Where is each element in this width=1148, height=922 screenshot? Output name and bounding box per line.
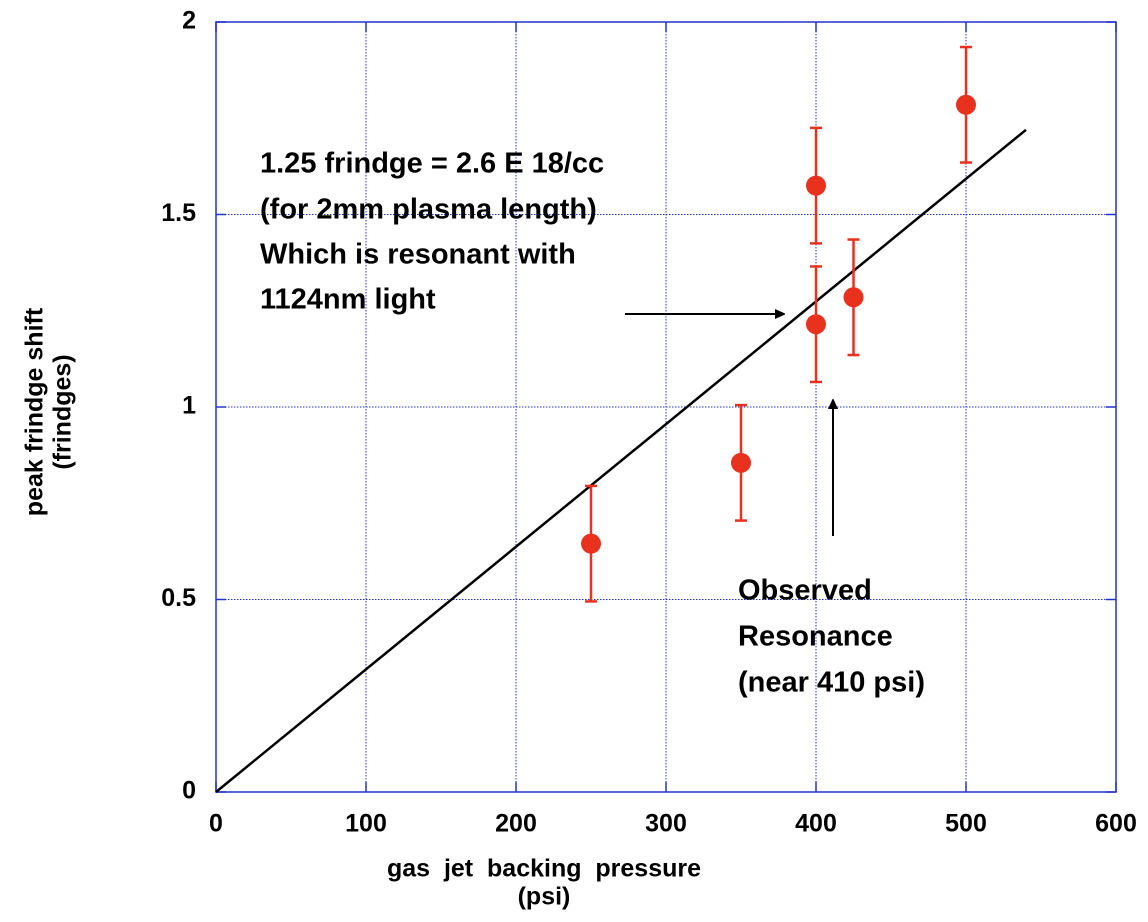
x-tick-label: 100 (345, 810, 387, 838)
annotation-line: 1124nm light (260, 284, 436, 316)
plot-area: 0 100 200 300 400 500 600 0 0.5 1 1.5 2 (161, 7, 1137, 838)
x-tick-label: 500 (945, 810, 987, 838)
x-axis-label: (psi) (518, 883, 571, 911)
y-axis-label: peak frindge shift (21, 307, 49, 516)
annotation-line: (near 410 psi) (738, 667, 925, 699)
x-tick-label: 0 (209, 810, 223, 838)
y-axis-label: (frindges) (49, 354, 77, 469)
annotation-line: Observed (738, 575, 872, 607)
y-tick-label: 1 (182, 392, 196, 420)
x-tick-label: 300 (645, 810, 687, 838)
plot-frame (215, 21, 1117, 793)
annotation-line: Which is resonant with (260, 239, 576, 271)
x-tick-label: 400 (795, 810, 837, 838)
data-point (806, 314, 826, 335)
data-point (806, 175, 826, 196)
annotation-line: (for 2mm plasma length) (260, 194, 597, 226)
x-axis-label: gas jet backing pressure (387, 855, 701, 883)
y-tick-label: 2 (182, 7, 196, 35)
data-point (956, 94, 976, 115)
y-tick-label: 0.5 (161, 584, 196, 612)
data-point (843, 287, 864, 308)
annotation-line: 1.25 frindge = 2.6 E 18/cc (260, 148, 604, 180)
fit-line (215, 128, 1027, 793)
x-tick-label: 600 (1095, 810, 1137, 838)
annotation-line: Resonance (738, 621, 893, 653)
data-point (581, 533, 601, 554)
data-point (731, 452, 751, 473)
y-tick-label: 0 (182, 777, 196, 805)
x-tick-label: 200 (495, 810, 537, 838)
y-tick-label: 1.5 (161, 199, 196, 227)
